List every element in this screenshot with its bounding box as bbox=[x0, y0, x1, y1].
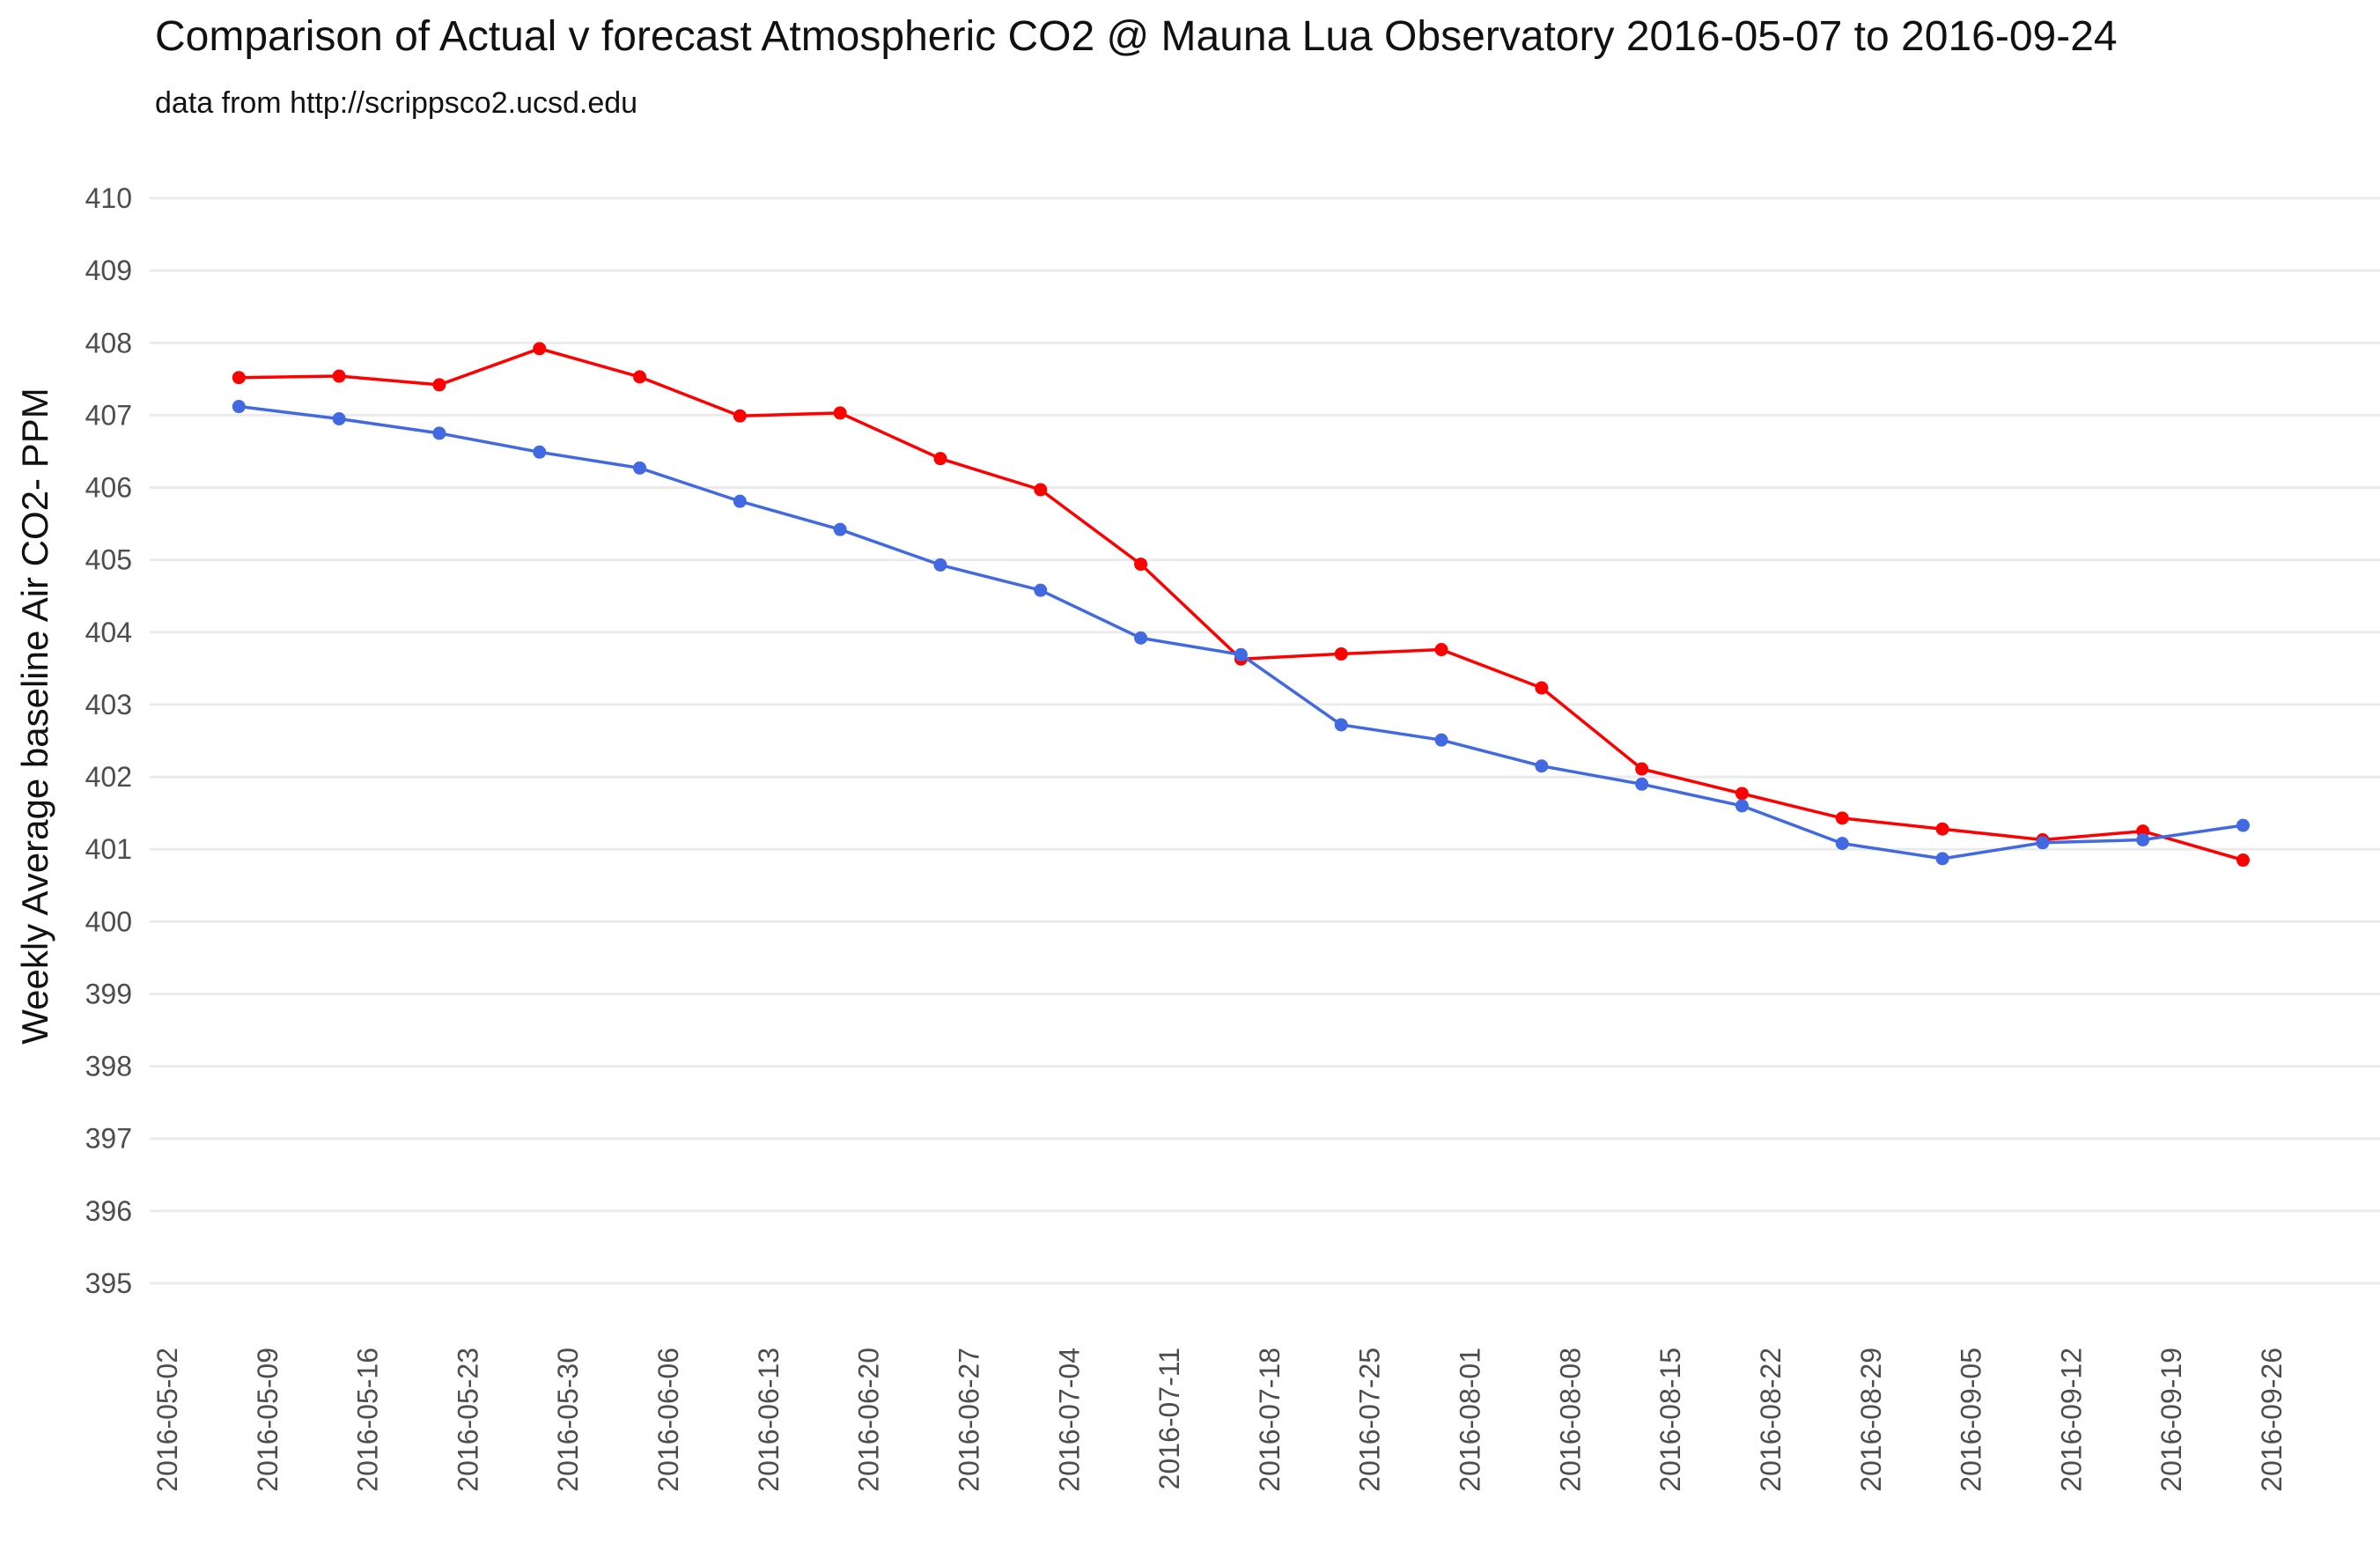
data-point-actual-2016-09-24 bbox=[2236, 853, 2250, 868]
x-tick-label-2016-09-19: 2016-09-19 bbox=[2155, 1348, 2187, 1492]
x-tick-label-2016-05-02: 2016-05-02 bbox=[151, 1348, 183, 1492]
data-point-forecast-2016-07-09 bbox=[1134, 631, 1148, 645]
y-tick-labels: 395 396 397 398 399 400 401 402 403 404 405 406 407 4… bbox=[85, 182, 132, 1299]
data-point-forecast-2016-07-30 bbox=[1434, 733, 1448, 747]
x-tick-label-2016-07-25: 2016-07-25 bbox=[1354, 1348, 1386, 1492]
data-point-forecast-2016-09-17 bbox=[2136, 833, 2150, 847]
series-line-actual bbox=[239, 347, 2244, 862]
y-tick-label-406: 406 bbox=[85, 472, 132, 504]
y-tick-label-410: 410 bbox=[85, 182, 132, 214]
data-point-forecast-2016-05-14 bbox=[332, 412, 346, 426]
x-tick-label-2016-06-20: 2016-06-20 bbox=[853, 1348, 885, 1492]
data-point-actual-2016-08-27 bbox=[1835, 811, 1849, 825]
data-point-forecast-2016-08-06 bbox=[1535, 759, 1549, 773]
y-tick-label-396: 396 bbox=[85, 1195, 132, 1227]
y-tick-label-398: 398 bbox=[85, 1051, 132, 1082]
data-point-actual-2016-06-25 bbox=[933, 452, 947, 466]
x-tick-label-2016-05-09: 2016-05-09 bbox=[252, 1348, 284, 1492]
data-point-actual-2016-07-09 bbox=[1134, 558, 1148, 572]
x-tick-label-2016-09-05: 2016-09-05 bbox=[1956, 1348, 1987, 1492]
x-tick-label-2016-06-27: 2016-06-27 bbox=[953, 1348, 984, 1492]
y-tick-label-401: 401 bbox=[85, 833, 132, 865]
data-point-actual-2016-08-20 bbox=[1735, 787, 1749, 801]
x-tick-label-2016-08-22: 2016-08-22 bbox=[1755, 1348, 1787, 1492]
data-point-forecast-2016-05-28 bbox=[533, 445, 547, 459]
data-point-forecast-2016-05-21 bbox=[432, 426, 446, 440]
x-tick-label-2016-05-23: 2016-05-23 bbox=[452, 1348, 483, 1492]
y-tick-label-405: 405 bbox=[85, 544, 132, 576]
data-point-forecast-2016-07-23 bbox=[1334, 718, 1348, 732]
chart-title: Comparison of Actual v forecast Atmosphe… bbox=[155, 13, 2118, 60]
data-point-actual-2016-05-07 bbox=[232, 371, 246, 385]
x-tick-label-2016-08-08: 2016-08-08 bbox=[1554, 1348, 1586, 1492]
data-point-forecast-2016-09-10 bbox=[2036, 836, 2050, 850]
x-tick-label-2016-05-30: 2016-05-30 bbox=[552, 1348, 584, 1492]
data-point-actual-2016-06-11 bbox=[733, 409, 747, 423]
chart-subtitle: data from http://scrippsco2.ucsd.edu bbox=[155, 86, 638, 120]
y-tick-label-404: 404 bbox=[85, 617, 132, 648]
data-point-forecast-2016-09-03 bbox=[1935, 852, 1949, 866]
y-tick-label-408: 408 bbox=[85, 327, 132, 358]
data-point-actual-2016-05-28 bbox=[533, 342, 547, 356]
x-tick-label-2016-08-01: 2016-08-01 bbox=[1455, 1348, 1486, 1492]
data-point-actual-2016-07-30 bbox=[1434, 643, 1448, 657]
data-point-actual-2016-05-21 bbox=[432, 378, 446, 392]
data-point-actual-2016-08-13 bbox=[1635, 762, 1649, 776]
data-point-actual-2016-09-03 bbox=[1935, 822, 1949, 836]
data-point-actual-2016-05-14 bbox=[332, 369, 346, 383]
data-point-forecast-2016-06-25 bbox=[933, 558, 947, 572]
data-point-forecast-2016-08-27 bbox=[1835, 837, 1849, 851]
data-point-actual-2016-06-18 bbox=[833, 406, 847, 420]
y-tick-label-402: 402 bbox=[85, 761, 132, 793]
x-tick-label-2016-09-26: 2016-09-26 bbox=[2256, 1348, 2288, 1492]
x-tick-label-2016-06-13: 2016-06-13 bbox=[753, 1348, 785, 1492]
x-tick-labels: 2016-05-02 2016-05-09 2016-05-16 2016-05-23… bbox=[151, 1348, 2288, 1492]
y-tick-label-400: 400 bbox=[85, 905, 132, 937]
data-point-actual-2016-06-04 bbox=[633, 370, 647, 384]
y-gridlines bbox=[150, 196, 2380, 1285]
y-tick-label-399: 399 bbox=[85, 978, 132, 1009]
x-tick-label-2016-07-11: 2016-07-11 bbox=[1153, 1348, 1185, 1489]
x-tick-label-2016-07-04: 2016-07-04 bbox=[1053, 1348, 1085, 1492]
x-tick-label-2016-09-12: 2016-09-12 bbox=[2055, 1348, 2087, 1492]
x-tick-label-2016-08-15: 2016-08-15 bbox=[1654, 1348, 1686, 1492]
series-lines bbox=[232, 342, 2250, 868]
y-tick-label-409: 409 bbox=[85, 255, 132, 286]
data-point-forecast-2016-08-13 bbox=[1635, 777, 1649, 791]
data-point-forecast-2016-07-02 bbox=[1034, 583, 1048, 597]
data-point-forecast-2016-05-07 bbox=[232, 400, 246, 414]
data-point-forecast-2016-09-24 bbox=[2236, 818, 2250, 832]
x-tick-label-2016-08-29: 2016-08-29 bbox=[1855, 1348, 1887, 1492]
data-point-actual-2016-07-02 bbox=[1034, 483, 1048, 497]
data-point-actual-2016-07-23 bbox=[1334, 646, 1348, 661]
y-tick-label-395: 395 bbox=[85, 1267, 132, 1299]
data-point-forecast-2016-06-18 bbox=[833, 522, 847, 536]
data-point-forecast-2016-07-16 bbox=[1234, 647, 1248, 661]
data-point-actual-2016-08-06 bbox=[1535, 681, 1549, 695]
data-point-forecast-2016-06-11 bbox=[733, 494, 747, 508]
data-point-forecast-2016-06-04 bbox=[633, 461, 647, 475]
y-tick-label-407: 407 bbox=[85, 399, 132, 431]
x-tick-label-2016-06-06: 2016-06-06 bbox=[652, 1348, 684, 1492]
x-tick-label-2016-05-16: 2016-05-16 bbox=[352, 1348, 384, 1492]
x-tick-label-2016-07-18: 2016-07-18 bbox=[1254, 1348, 1286, 1492]
y-tick-label-397: 397 bbox=[85, 1123, 132, 1155]
y-tick-label-403: 403 bbox=[85, 689, 132, 720]
data-point-forecast-2016-08-20 bbox=[1735, 799, 1749, 813]
y-axis-title: Weekly Average baseline Air CO2- PPM bbox=[14, 388, 55, 1044]
